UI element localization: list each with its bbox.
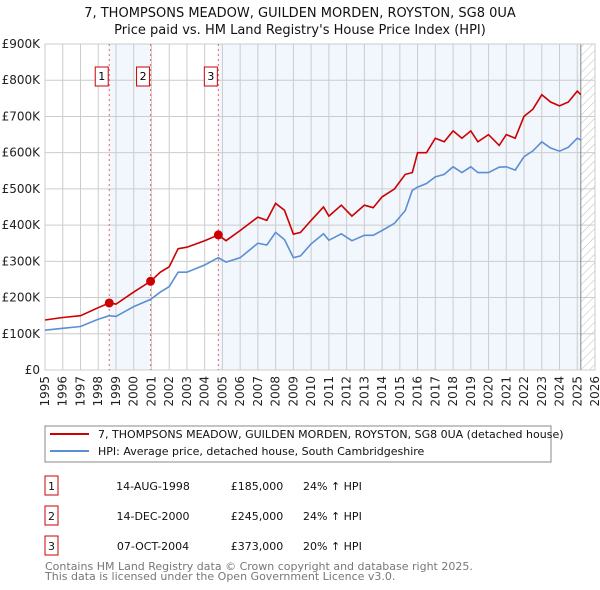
y-tick-label: £0 [25, 363, 40, 377]
y-tick-label: £600K [2, 146, 42, 160]
legend-box [44, 425, 552, 463]
y-tick-label: £200K [2, 291, 42, 305]
y-tick-label: £400K [2, 218, 42, 232]
y-tick-label: £800K [2, 73, 42, 87]
x-tick-label: 1999 [109, 376, 123, 407]
y-tick-label: £500K [2, 182, 42, 196]
y-tick-label: £100K [2, 327, 42, 341]
x-tick-label: 1998 [91, 376, 105, 407]
y-tick-label: £700K [2, 109, 42, 123]
property-price-line [44, 89, 582, 321]
x-tick-label: 2022 [517, 376, 531, 407]
sale-label-box [203, 66, 218, 87]
x-tick-label: 2025 [570, 376, 584, 407]
x-tick-label: 2012 [340, 376, 354, 407]
sale-price: £373,000 [231, 540, 284, 553]
sale-date: 07-OCT-2004 [117, 540, 189, 553]
x-tick-label: 1995 [38, 376, 52, 407]
x-tick-label: 2004 [198, 376, 212, 407]
sale-price: £185,000 [231, 480, 284, 493]
sale-date: 14-DEC-2000 [116, 510, 189, 523]
sale-point [213, 230, 223, 240]
x-tick-label: 2007 [251, 376, 265, 407]
sale-label: 3 [207, 70, 214, 83]
x-tick-label: 2019 [464, 376, 478, 407]
sale-label-box [94, 66, 109, 87]
x-tick-label: 1997 [73, 376, 87, 407]
x-tick-label: 2020 [482, 376, 496, 407]
x-tick-label: 2011 [322, 376, 336, 407]
sale-number: 3 [48, 540, 55, 553]
sale-label: 2 [140, 70, 147, 83]
table-row: 3 07-OCT-2004 £373,000 20% ↑ HPI [44, 535, 362, 556]
sale-point [104, 298, 114, 308]
x-tick-label: 2001 [144, 376, 158, 407]
x-tick-label: 2015 [393, 376, 407, 407]
sale-date: 14-AUG-1998 [116, 480, 190, 493]
plot-area: 1995 1996 1997 1998 1999 2000 2001 2002 2003 2004… [2, 37, 600, 407]
legend-property-label: 7, THOMPSONS MEADOW, GUILDEN MORDEN, ROY… [98, 428, 564, 441]
x-tick-label: 2003 [180, 376, 194, 407]
sale-number: 2 [48, 510, 55, 523]
sale-label: 1 [98, 70, 105, 83]
x-tick-label: 2002 [162, 376, 176, 407]
x-tick-label: 2000 [127, 376, 141, 407]
x-tick-label: 2024 [553, 376, 567, 407]
sale-price: £245,000 [231, 510, 284, 523]
y-tick-label: £300K [2, 254, 42, 268]
sale-point [146, 276, 156, 286]
x-tick-label: 2016 [411, 376, 425, 407]
chart-subtitle: Price paid vs. HM Land Registry's House … [114, 23, 486, 38]
y-tick-label: £900K [2, 37, 42, 51]
x-tick-label: 2005 [215, 376, 229, 407]
sale-hpi-diff: 20% ↑ HPI [303, 540, 362, 553]
footer-copyright: Contains HM Land Registry data © Crown c… [45, 560, 473, 573]
x-tick-label: 2013 [357, 376, 371, 407]
x-tick-label: 2026 [588, 376, 600, 407]
table-row: 1 14-AUG-1998 £185,000 24% ↑ HPI [44, 475, 362, 496]
forecast-hatch [580, 44, 595, 370]
sale-hpi-diff: 24% ↑ HPI [303, 510, 362, 523]
plot-border [44, 43, 596, 371]
x-tick-label: 2021 [499, 376, 513, 407]
x-tick-label: 2023 [535, 376, 549, 407]
x-tick-label: 2014 [375, 376, 389, 407]
x-tick-label: 2018 [446, 376, 460, 407]
x-tick-label: 2017 [428, 376, 442, 407]
sale-hpi-diff: 24% ↑ HPI [303, 480, 362, 493]
x-tick-label: 2008 [269, 376, 283, 407]
x-tick-label: 1996 [56, 376, 70, 407]
sales-table: 1 14-AUG-1998 £185,000 24% ↑ HPI 2 14-DE… [44, 475, 362, 556]
table-row: 2 14-DEC-2000 £245,000 24% ↑ HPI [44, 505, 362, 526]
legend-hpi-label: HPI: Average price, detached house, Sout… [98, 445, 425, 458]
x-tick-label: 2006 [233, 376, 247, 407]
shaded-period [109, 44, 151, 370]
footer-licence: This data is licensed under the Open Gov… [44, 570, 395, 583]
chart-title: 7, THOMPSONS MEADOW, GUILDEN MORDEN, ROY… [84, 6, 516, 21]
hpi-line [44, 137, 582, 331]
sale-label-box [136, 66, 151, 87]
x-tick-label: 2009 [286, 376, 300, 407]
sale-number: 1 [48, 480, 55, 493]
x-tick-label: 2010 [304, 376, 318, 407]
